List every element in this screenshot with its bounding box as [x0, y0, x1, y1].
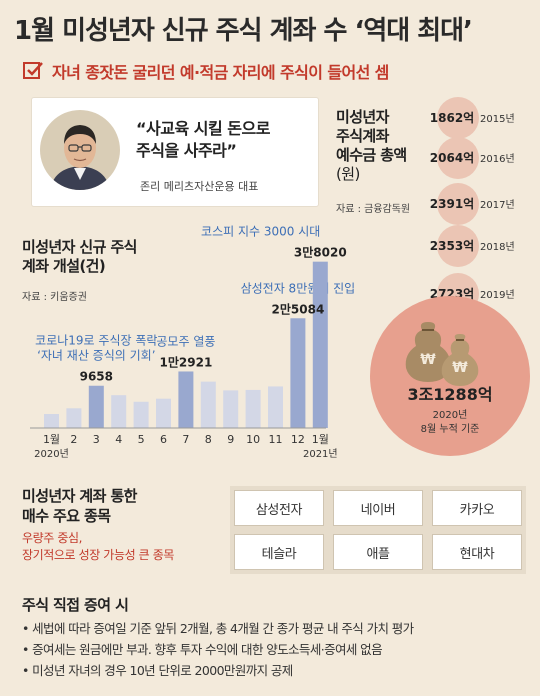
gift-item: • 세법에 따라 증여일 기준 앞뒤 2개월, 총 4개월 간 종가 평균 내 … [22, 621, 414, 636]
deposit-year: 2017년 [480, 199, 515, 211]
deposits-title-line: (원) [336, 165, 360, 183]
annotation-text: 공모주 열풍 [156, 334, 215, 348]
buy-note: 우량주 중심, 장기적으로 성장 가능성 큰 종목 [22, 530, 174, 564]
deposits-title-line: 예수금 총액 [336, 146, 407, 164]
bar [44, 414, 59, 428]
x-tick-label: 1월 [312, 433, 329, 446]
data-label: 3만8020 [294, 245, 347, 260]
svg-text:₩: ₩ [420, 352, 436, 368]
gift-list: • 세법에 따라 증여일 기준 앞뒤 2개월, 총 4개월 간 종가 평균 내 … [22, 618, 414, 681]
buy-note-line: 장기적으로 성장 가능성 큰 종목 [22, 548, 174, 562]
x-tick-label: 12 [291, 433, 305, 446]
x-tick-label: 9 [227, 433, 234, 446]
annotation-text: 삼성전자 8만원대 진입 [241, 281, 356, 295]
data-label: 9658 [80, 370, 113, 384]
stock-item: 삼성전자 [234, 490, 324, 526]
svg-text:₩: ₩ [452, 360, 468, 376]
bar [223, 390, 239, 428]
bar [290, 318, 306, 428]
deposits-total-note: 8월 누적 기준 [421, 423, 480, 435]
bar [156, 398, 171, 428]
buy-note-line: 우량주 중심, [22, 531, 83, 545]
chart-title-line: 미성년자 신규 주식 [22, 238, 137, 256]
buy-title-line: 미성년자 계좌 통한 [22, 487, 137, 505]
deposit-value: 2391억 [430, 197, 474, 211]
deposit-year: 2019년 [480, 289, 515, 301]
quote-text: “사교육 시킬 돈으로 주식을 사주라” [136, 118, 306, 162]
subtitle: 자녀 종잣돈 굴리던 예·적금 자리에 주식이 들어선 셈 [52, 63, 389, 82]
deposit-value: 2064억 [430, 151, 474, 165]
bar [66, 408, 82, 428]
x-tick-label: 4 [115, 433, 122, 446]
checkbox-icon [23, 62, 43, 79]
portrait-photo [40, 110, 120, 190]
buy-title: 미성년자 계좌 통한 매수 주요 종목 [22, 486, 137, 526]
stock-item: 애플 [333, 534, 423, 570]
buy-title-line: 매수 주요 종목 [22, 507, 111, 525]
x-tick-label: 8 [205, 433, 212, 446]
deposit-year: 2016년 [480, 153, 515, 165]
money-bag-icon: ₩ ₩ [405, 322, 479, 386]
bar [312, 261, 328, 428]
annotation-text: 코로나19로 주식장 폭락 [35, 334, 157, 348]
chart-title-line: 계좌 개설(건) [22, 257, 106, 275]
chart-title: 미성년자 신규 주식 계좌 개설(건) [22, 238, 137, 276]
stock-item: 네이버 [333, 490, 423, 526]
deposit-year: 2015년 [480, 113, 515, 125]
stock-item: 카카오 [432, 490, 522, 526]
deposits-total-note: 2020년 [433, 409, 468, 421]
deposit-circle [437, 137, 479, 179]
gift-item: • 미성년 자녀의 경우 10년 단위로 2000만원까지 공제 [22, 663, 293, 678]
x-tick-label: 5 [138, 433, 145, 446]
subtitle-row: 자녀 종잣돈 굴리던 예·적금 자리에 주식이 들어선 셈 [22, 58, 389, 84]
deposits-source: 자료 : 금융감독원 [336, 204, 411, 215]
quote-line: “사교육 시킬 돈으로 [136, 119, 270, 138]
x-tick-year: 2020년 [34, 448, 69, 460]
deposit-circle [437, 225, 479, 267]
bar [268, 386, 283, 428]
deposit-circle [437, 183, 479, 225]
stock-item: 테슬라 [234, 534, 324, 570]
x-tick-label: 1월 [43, 433, 60, 446]
x-tick-label: 7 [182, 433, 189, 446]
stock-grid: 삼성전자 네이버 카카오 테슬라 애플 현대차 [230, 486, 526, 574]
x-tick-label: 2 [70, 433, 77, 446]
bar [133, 401, 149, 428]
deposits-title-line: 주식계좌 [336, 127, 389, 145]
annotation-text: ‘자녀 재산 증식의 기회’ [37, 349, 155, 363]
deposit-year: 2018년 [480, 241, 515, 253]
quote-author: 존리 메리츠자산운용 대표 [140, 180, 259, 193]
data-label: 1만2921 [160, 354, 213, 369]
chart-source: 자료 : 키움증권 [22, 292, 87, 303]
bar [88, 385, 104, 428]
gift-title: 주식 직접 증여 시 [22, 596, 129, 614]
deposits-total-circle [370, 296, 530, 456]
annotation-text: 코스피 지수 3000 시대 [201, 225, 320, 239]
x-tick-label: 10 [246, 433, 260, 446]
bar [178, 371, 194, 428]
gift-item: • 증여세는 원금에만 부과. 향후 투자 수익에 대한 양도소득세·증여세 없… [22, 642, 383, 657]
quote-line: 주식을 사주라” [136, 141, 237, 160]
deposits-total-value: 3조1288억 [407, 385, 492, 404]
deposit-value: 2723억 [430, 287, 474, 301]
page-title: 1월 미성년자 신규 주식 계좌 수 ‘역대 최대’ [14, 16, 473, 46]
bar [111, 395, 127, 428]
deposits-title: 미성년자 주식계좌 예수금 총액 (원) [336, 108, 432, 184]
deposit-value: 1862억 [430, 111, 474, 125]
deposits-title-line: 미성년자 [336, 108, 389, 126]
deposit-value: 2353억 [430, 239, 474, 253]
deposit-circle [437, 97, 479, 139]
stock-item: 현대차 [432, 534, 522, 570]
bar [200, 381, 216, 428]
x-tick-label: 6 [160, 433, 167, 446]
deposit-circle [437, 273, 479, 315]
x-tick-label: 3 [93, 433, 100, 446]
quote-bubble-tail [300, 120, 316, 140]
x-tick-label: 11 [269, 433, 283, 446]
x-tick-year: 2021년 [303, 448, 338, 460]
bar [245, 389, 261, 428]
data-label: 2만5084 [272, 301, 325, 316]
